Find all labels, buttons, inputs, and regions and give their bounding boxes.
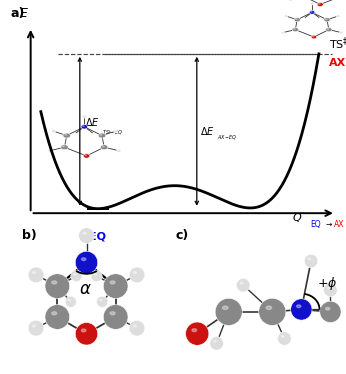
Ellipse shape (33, 325, 36, 327)
Ellipse shape (81, 329, 86, 332)
Circle shape (215, 298, 242, 325)
Ellipse shape (110, 312, 115, 315)
Circle shape (284, 15, 288, 17)
Text: AX: AX (329, 58, 346, 68)
Ellipse shape (192, 329, 197, 332)
Text: $\rightarrow$: $\rightarrow$ (324, 220, 334, 229)
Text: AX: AX (334, 220, 345, 229)
Circle shape (83, 154, 90, 158)
Circle shape (91, 131, 94, 134)
Ellipse shape (327, 287, 330, 289)
Circle shape (51, 130, 56, 133)
Circle shape (28, 320, 44, 336)
Circle shape (63, 133, 71, 138)
Ellipse shape (94, 274, 96, 275)
Ellipse shape (100, 300, 102, 301)
Circle shape (82, 115, 86, 118)
Ellipse shape (63, 146, 64, 147)
Ellipse shape (297, 305, 301, 307)
Ellipse shape (74, 274, 76, 275)
Ellipse shape (266, 306, 272, 310)
Circle shape (291, 299, 312, 320)
Ellipse shape (240, 282, 243, 284)
Circle shape (294, 18, 300, 22)
Circle shape (45, 274, 70, 298)
Text: $\alpha$: $\alpha$ (79, 280, 92, 298)
Circle shape (98, 133, 106, 138)
Text: TS$^‡$: TS$^‡$ (329, 35, 346, 52)
Ellipse shape (134, 272, 137, 273)
Circle shape (324, 18, 330, 22)
Circle shape (103, 274, 128, 298)
Circle shape (71, 270, 82, 282)
Circle shape (310, 3, 314, 5)
Text: $\Delta E$: $\Delta E$ (200, 125, 215, 137)
Text: c): c) (175, 229, 189, 242)
Text: EQ: EQ (89, 231, 107, 241)
Circle shape (103, 304, 128, 329)
Circle shape (28, 267, 44, 283)
Circle shape (117, 149, 121, 152)
Text: $+\phi$: $+\phi$ (317, 275, 337, 292)
Ellipse shape (222, 306, 228, 310)
Circle shape (277, 332, 291, 345)
Text: $E$: $E$ (19, 7, 29, 20)
Circle shape (100, 145, 108, 150)
Ellipse shape (308, 258, 311, 260)
Text: b): b) (22, 229, 37, 242)
Text: a): a) (10, 7, 25, 20)
Circle shape (210, 337, 224, 350)
Text: $_{AX\!-\!EQ}$: $_{AX\!-\!EQ}$ (217, 134, 237, 142)
Ellipse shape (102, 146, 104, 147)
Circle shape (304, 254, 318, 268)
Ellipse shape (85, 155, 86, 156)
Ellipse shape (281, 335, 284, 337)
Text: $Q$: $Q$ (292, 211, 302, 224)
Ellipse shape (52, 312, 57, 315)
Circle shape (259, 298, 286, 325)
Circle shape (289, 0, 293, 1)
Circle shape (236, 278, 250, 292)
Circle shape (75, 131, 78, 134)
Circle shape (326, 28, 332, 32)
Circle shape (281, 31, 285, 34)
Circle shape (81, 125, 88, 129)
Circle shape (339, 31, 343, 34)
Ellipse shape (81, 258, 86, 261)
Circle shape (185, 322, 209, 345)
Circle shape (75, 322, 98, 345)
Text: $\Delta E$: $\Delta E$ (85, 116, 100, 128)
Circle shape (45, 304, 70, 329)
Circle shape (129, 267, 145, 283)
Circle shape (324, 283, 337, 297)
Circle shape (113, 130, 117, 133)
Ellipse shape (326, 307, 330, 310)
Circle shape (317, 16, 320, 18)
Text: $_{TS^‡\!-\!EQ}$: $_{TS^‡\!-\!EQ}$ (102, 129, 124, 138)
Circle shape (61, 145, 68, 150)
Ellipse shape (68, 300, 71, 301)
Circle shape (65, 296, 76, 307)
Ellipse shape (213, 340, 216, 342)
Circle shape (320, 301, 341, 322)
Text: EQ: EQ (310, 220, 321, 229)
Ellipse shape (83, 232, 86, 234)
Ellipse shape (110, 281, 115, 284)
Ellipse shape (313, 36, 314, 37)
Circle shape (75, 251, 98, 274)
Circle shape (91, 270, 102, 282)
Circle shape (311, 35, 317, 39)
Ellipse shape (52, 281, 57, 284)
Circle shape (97, 296, 108, 307)
Circle shape (292, 28, 299, 32)
Ellipse shape (134, 325, 137, 327)
Circle shape (48, 149, 52, 152)
Circle shape (129, 320, 145, 336)
Circle shape (317, 3, 323, 6)
Ellipse shape (33, 272, 36, 273)
Circle shape (309, 10, 315, 14)
Circle shape (304, 16, 307, 18)
Circle shape (79, 228, 94, 243)
Circle shape (336, 15, 340, 17)
